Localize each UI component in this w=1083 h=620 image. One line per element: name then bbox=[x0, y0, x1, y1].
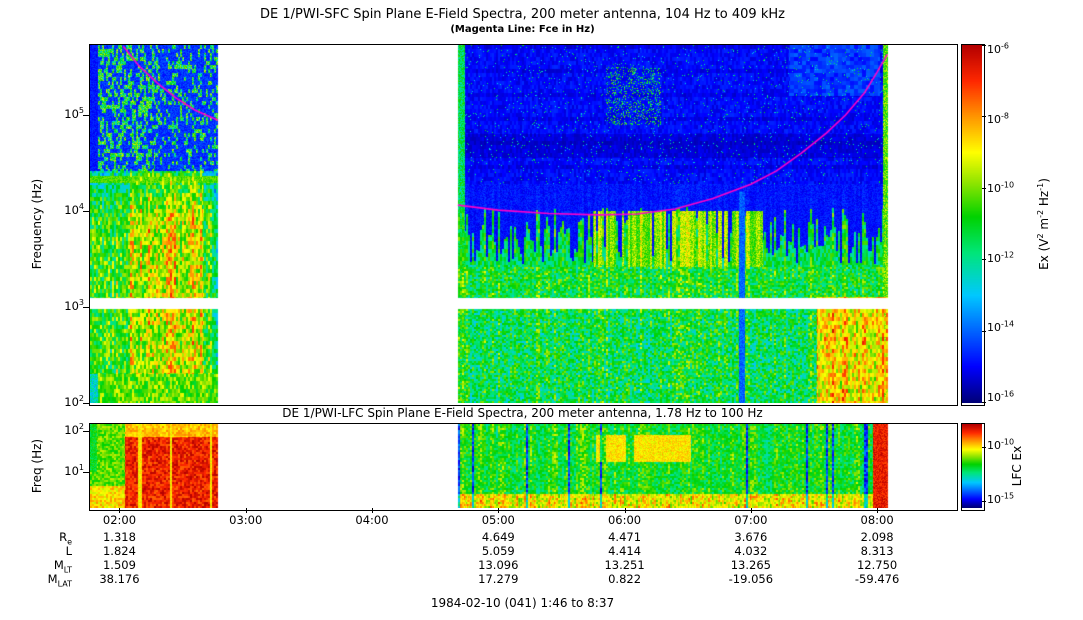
x-tick-label: 06:00 bbox=[607, 513, 642, 527]
sfc-colorbar-tick-mark bbox=[982, 259, 986, 260]
x-tick-mark bbox=[119, 508, 120, 513]
lfc-y-tick-mark bbox=[83, 431, 89, 432]
ephemeris-value: 13.096 bbox=[478, 558, 519, 572]
ephemeris-value: 1.509 bbox=[102, 558, 136, 572]
x-tick-label: 03:00 bbox=[229, 513, 263, 527]
lfc-y-tick-label: 102 bbox=[64, 422, 84, 437]
x-tick-mark bbox=[246, 508, 247, 513]
sfc-y-tick-label: 104 bbox=[64, 202, 84, 217]
ephemeris-value: 2.098 bbox=[860, 530, 894, 544]
x-tick-mark bbox=[498, 508, 499, 513]
x-tick-mark bbox=[625, 508, 626, 513]
sfc-y-tick-mark bbox=[83, 403, 89, 404]
sfc-colorbar-tick-label: 10-16 bbox=[987, 389, 1015, 404]
sfc-colorbar-tick-mark bbox=[982, 331, 986, 332]
sfc-colorbar-tick-label: 10-8 bbox=[987, 110, 1009, 126]
lfc-colorbar-tick-label: 10-10 bbox=[987, 437, 1015, 452]
x-tick-label: 05:00 bbox=[481, 513, 515, 527]
lfc-y-axis-label: Freq (Hz) bbox=[30, 438, 44, 494]
ephemeris-row-label: MLAT bbox=[47, 572, 72, 589]
sfc-colorbar bbox=[962, 45, 982, 403]
ephemeris-value: 0.822 bbox=[608, 572, 642, 586]
sfc-y-tick-label: 102 bbox=[64, 394, 84, 409]
lfc-y-tick-mark bbox=[83, 472, 89, 473]
ephemeris-value: 1.824 bbox=[102, 544, 136, 558]
x-tick-label: 04:00 bbox=[355, 513, 389, 527]
lfc-title: DE 1/PWI-LFC Spin Plane E-Field Spectra,… bbox=[282, 406, 763, 420]
sfc-y-axis-label: Frequency (Hz) bbox=[30, 178, 44, 270]
x-tick-mark bbox=[372, 508, 373, 513]
sfc-spectrogram-canvas bbox=[90, 45, 955, 403]
ephemeris-value: 4.414 bbox=[608, 544, 642, 558]
lfc-colorbar-tick-mark bbox=[982, 501, 986, 502]
ephemeris-row-label: MLT bbox=[53, 558, 72, 575]
ephemeris-value: 17.279 bbox=[478, 572, 519, 586]
x-tick-mark bbox=[877, 508, 878, 513]
ephemeris-value: 13.251 bbox=[604, 558, 645, 572]
sfc-colorbar-label: Ex (V2 m-2 Hz-1) bbox=[1036, 178, 1051, 270]
sfc-subtitle: (Magenta Line: Fce in Hz) bbox=[450, 24, 595, 35]
sfc-colorbar-tick-mark bbox=[982, 188, 986, 189]
x-tick-label: 07:00 bbox=[734, 513, 768, 527]
sfc-y-tick-mark bbox=[83, 307, 89, 308]
ephemeris-value: 4.471 bbox=[608, 530, 642, 544]
lfc-colorbar-tick-label: 10-15 bbox=[987, 491, 1015, 507]
ephemeris-value: 4.649 bbox=[481, 530, 515, 544]
ephemeris-value: 4.032 bbox=[734, 544, 768, 558]
ephemeris-value: 8.313 bbox=[860, 544, 894, 558]
ephemeris-value: 1.318 bbox=[102, 530, 136, 544]
lfc-spectrogram-canvas bbox=[90, 424, 955, 508]
lfc-y-tick-label: 101 bbox=[64, 463, 84, 478]
sfc-colorbar-tick-label: 10-6 bbox=[987, 41, 1009, 56]
lfc-colorbar-tick-mark bbox=[982, 447, 986, 448]
sfc-colorbar-tick-label: 10-12 bbox=[987, 250, 1015, 265]
ephemeris-row-label: L bbox=[65, 544, 72, 558]
sfc-y-tick-label: 105 bbox=[64, 106, 84, 121]
ephemeris-value: 38.176 bbox=[99, 572, 140, 586]
sfc-colorbar-tick-label: 10-14 bbox=[987, 319, 1015, 335]
footer-time-range: 1984-02-10 (041) 1:46 to 8:37 bbox=[430, 596, 615, 610]
sfc-title: DE 1/PWI-SFC Spin Plane E-Field Spectra,… bbox=[260, 7, 785, 22]
sfc-y-tick-label: 103 bbox=[64, 298, 84, 313]
sfc-colorbar-tick-label: 10-10 bbox=[987, 180, 1015, 196]
x-tick-label: 08:00 bbox=[860, 513, 894, 527]
ephemeris-value: -19.056 bbox=[728, 572, 774, 586]
sfc-colorbar-tick-mark bbox=[982, 402, 986, 403]
ephemeris-row-label: Re bbox=[59, 530, 72, 547]
ephemeris-value: 13.265 bbox=[730, 558, 771, 572]
sfc-y-tick-mark bbox=[83, 211, 89, 212]
lfc-colorbar bbox=[962, 424, 982, 508]
ephemeris-value: -59.476 bbox=[854, 572, 900, 586]
ephemeris-value: 5.059 bbox=[481, 544, 515, 558]
sfc-y-tick-mark bbox=[83, 115, 89, 116]
sfc-colorbar-tick-mark bbox=[982, 116, 986, 117]
sfc-colorbar-tick-mark bbox=[982, 45, 986, 46]
ephemeris-value: 12.750 bbox=[856, 558, 898, 572]
x-tick-mark bbox=[751, 508, 752, 513]
x-tick-label: 02:00 bbox=[102, 513, 137, 527]
ephemeris-value: 3.676 bbox=[734, 530, 768, 544]
